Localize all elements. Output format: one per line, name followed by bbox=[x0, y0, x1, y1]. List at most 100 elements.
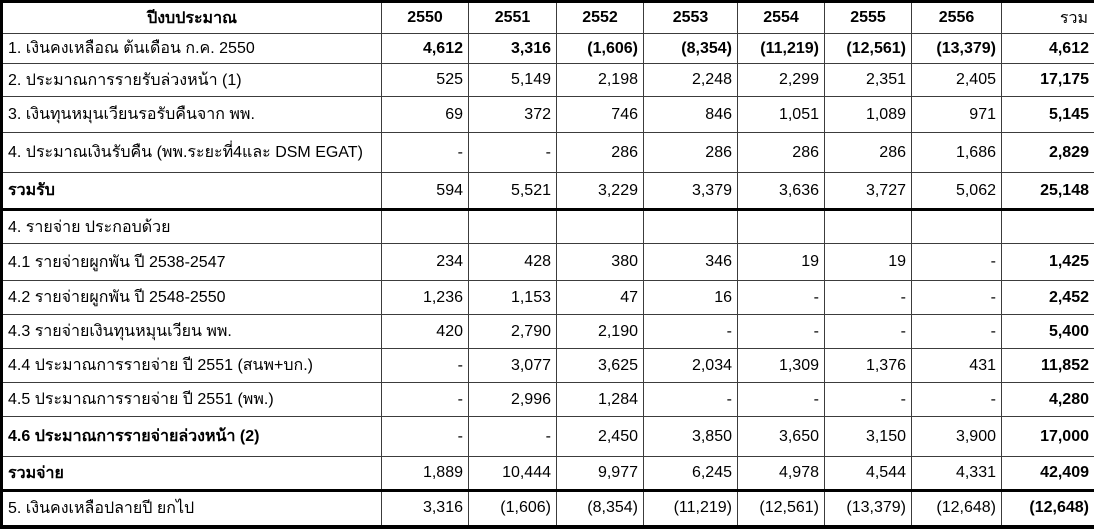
value-cell: 3,229 bbox=[557, 173, 644, 210]
value-cell: (1,606) bbox=[557, 34, 644, 64]
value-cell: 9,977 bbox=[557, 457, 644, 491]
value-cell: 3,727 bbox=[825, 173, 912, 210]
row-label-cell: รวมจ่าย bbox=[2, 457, 382, 491]
value-cell bbox=[469, 210, 557, 244]
row-label-cell: 4.2 รายจ่ายผูกพัน ปี 2548-2550 bbox=[2, 281, 382, 315]
header-year-cell: 2556 bbox=[912, 2, 1002, 34]
table-row: 4.4 ประมาณการรายจ่าย ปี 2551 (สนพ+บก.)-3… bbox=[2, 349, 1094, 383]
value-cell: 380 bbox=[557, 244, 644, 281]
value-cell: 286 bbox=[644, 133, 738, 173]
value-cell: 16 bbox=[644, 281, 738, 315]
value-cell: - bbox=[912, 315, 1002, 349]
value-cell: - bbox=[738, 383, 825, 417]
value-cell: 3,316 bbox=[382, 491, 469, 527]
value-cell: 1,889 bbox=[382, 457, 469, 491]
value-cell: 10,444 bbox=[469, 457, 557, 491]
row-label-cell: 4.5 ประมาณการรายจ่าย ปี 2551 (พพ.) bbox=[2, 383, 382, 417]
row-label-cell: 4. ประมาณเงินรับคืน (พพ.ระยะที่4และ DSM … bbox=[2, 133, 382, 173]
value-cell: 1,376 bbox=[825, 349, 912, 383]
value-cell: 47 bbox=[557, 281, 644, 315]
total-cell: 42,409 bbox=[1002, 457, 1094, 491]
value-cell: 2,996 bbox=[469, 383, 557, 417]
value-cell: 3,150 bbox=[825, 417, 912, 457]
total-cell: 2,452 bbox=[1002, 281, 1094, 315]
table-row: 4.5 ประมาณการรายจ่าย ปี 2551 (พพ.)-2,996… bbox=[2, 383, 1094, 417]
value-cell: 1,686 bbox=[912, 133, 1002, 173]
value-cell: 1,153 bbox=[469, 281, 557, 315]
table-row: 4. รายจ่าย ประกอบด้วย bbox=[2, 210, 1094, 244]
value-cell: - bbox=[382, 417, 469, 457]
value-cell: 3,379 bbox=[644, 173, 738, 210]
value-cell: 286 bbox=[738, 133, 825, 173]
header-year-cell: 2551 bbox=[469, 2, 557, 34]
row-label-cell: 4.3 รายจ่ายเงินทุนหมุนเวียน พพ. bbox=[2, 315, 382, 349]
total-cell: (12,648) bbox=[1002, 491, 1094, 527]
value-cell: 5,521 bbox=[469, 173, 557, 210]
value-cell: 4,544 bbox=[825, 457, 912, 491]
value-cell: (12,561) bbox=[825, 34, 912, 64]
value-cell: 971 bbox=[912, 97, 1002, 133]
value-cell: 286 bbox=[557, 133, 644, 173]
value-cell: 4,612 bbox=[382, 34, 469, 64]
value-cell: 2,198 bbox=[557, 64, 644, 97]
row-label-cell: 5. เงินคงเหลือปลายปี ยกไป bbox=[2, 491, 382, 527]
value-cell: - bbox=[912, 244, 1002, 281]
total-cell: 2,829 bbox=[1002, 133, 1094, 173]
value-cell: (12,648) bbox=[912, 491, 1002, 527]
value-cell: - bbox=[644, 315, 738, 349]
value-cell: - bbox=[382, 133, 469, 173]
value-cell: 4,978 bbox=[738, 457, 825, 491]
value-cell: 3,900 bbox=[912, 417, 1002, 457]
value-cell: 2,450 bbox=[557, 417, 644, 457]
value-cell: - bbox=[644, 383, 738, 417]
row-label-cell: 4.4 ประมาณการรายจ่าย ปี 2551 (สนพ+บก.) bbox=[2, 349, 382, 383]
value-cell: 2,790 bbox=[469, 315, 557, 349]
row-label-cell: 4. รายจ่าย ประกอบด้วย bbox=[2, 210, 382, 244]
value-cell: - bbox=[382, 383, 469, 417]
value-cell bbox=[912, 210, 1002, 244]
value-cell: (12,561) bbox=[738, 491, 825, 527]
value-cell: 3,625 bbox=[557, 349, 644, 383]
value-cell: 420 bbox=[382, 315, 469, 349]
value-cell: 3,636 bbox=[738, 173, 825, 210]
header-year-cell: 2553 bbox=[644, 2, 738, 34]
value-cell bbox=[644, 210, 738, 244]
header-year-cell: 2550 bbox=[382, 2, 469, 34]
value-cell: 69 bbox=[382, 97, 469, 133]
value-cell: - bbox=[912, 281, 1002, 315]
value-cell: 5,149 bbox=[469, 64, 557, 97]
value-cell: 746 bbox=[557, 97, 644, 133]
total-cell: 17,000 bbox=[1002, 417, 1094, 457]
value-cell: 372 bbox=[469, 97, 557, 133]
total-cell: 5,145 bbox=[1002, 97, 1094, 133]
value-cell: 2,190 bbox=[557, 315, 644, 349]
value-cell: (1,606) bbox=[469, 491, 557, 527]
total-cell bbox=[1002, 210, 1094, 244]
value-cell: - bbox=[738, 281, 825, 315]
value-cell: 2,248 bbox=[644, 64, 738, 97]
value-cell bbox=[382, 210, 469, 244]
value-cell: 2,299 bbox=[738, 64, 825, 97]
value-cell: 1,236 bbox=[382, 281, 469, 315]
value-cell: 1,284 bbox=[557, 383, 644, 417]
value-cell: 19 bbox=[738, 244, 825, 281]
value-cell: - bbox=[469, 133, 557, 173]
total-cell: 5,400 bbox=[1002, 315, 1094, 349]
total-cell: 11,852 bbox=[1002, 349, 1094, 383]
value-cell bbox=[825, 210, 912, 244]
row-label-cell: 3. เงินทุนหมุนเวียนรอรับคืนจาก พพ. bbox=[2, 97, 382, 133]
value-cell: 2,351 bbox=[825, 64, 912, 97]
row-label-cell: 4.6 ประมาณการรายจ่ายล่วงหน้า (2) bbox=[2, 417, 382, 457]
row-label-cell: รวมรับ bbox=[2, 173, 382, 210]
value-cell: 234 bbox=[382, 244, 469, 281]
value-cell: (13,379) bbox=[912, 34, 1002, 64]
total-cell: 1,425 bbox=[1002, 244, 1094, 281]
row-label-cell: 4.1 รายจ่ายผูกพัน ปี 2538-2547 bbox=[2, 244, 382, 281]
